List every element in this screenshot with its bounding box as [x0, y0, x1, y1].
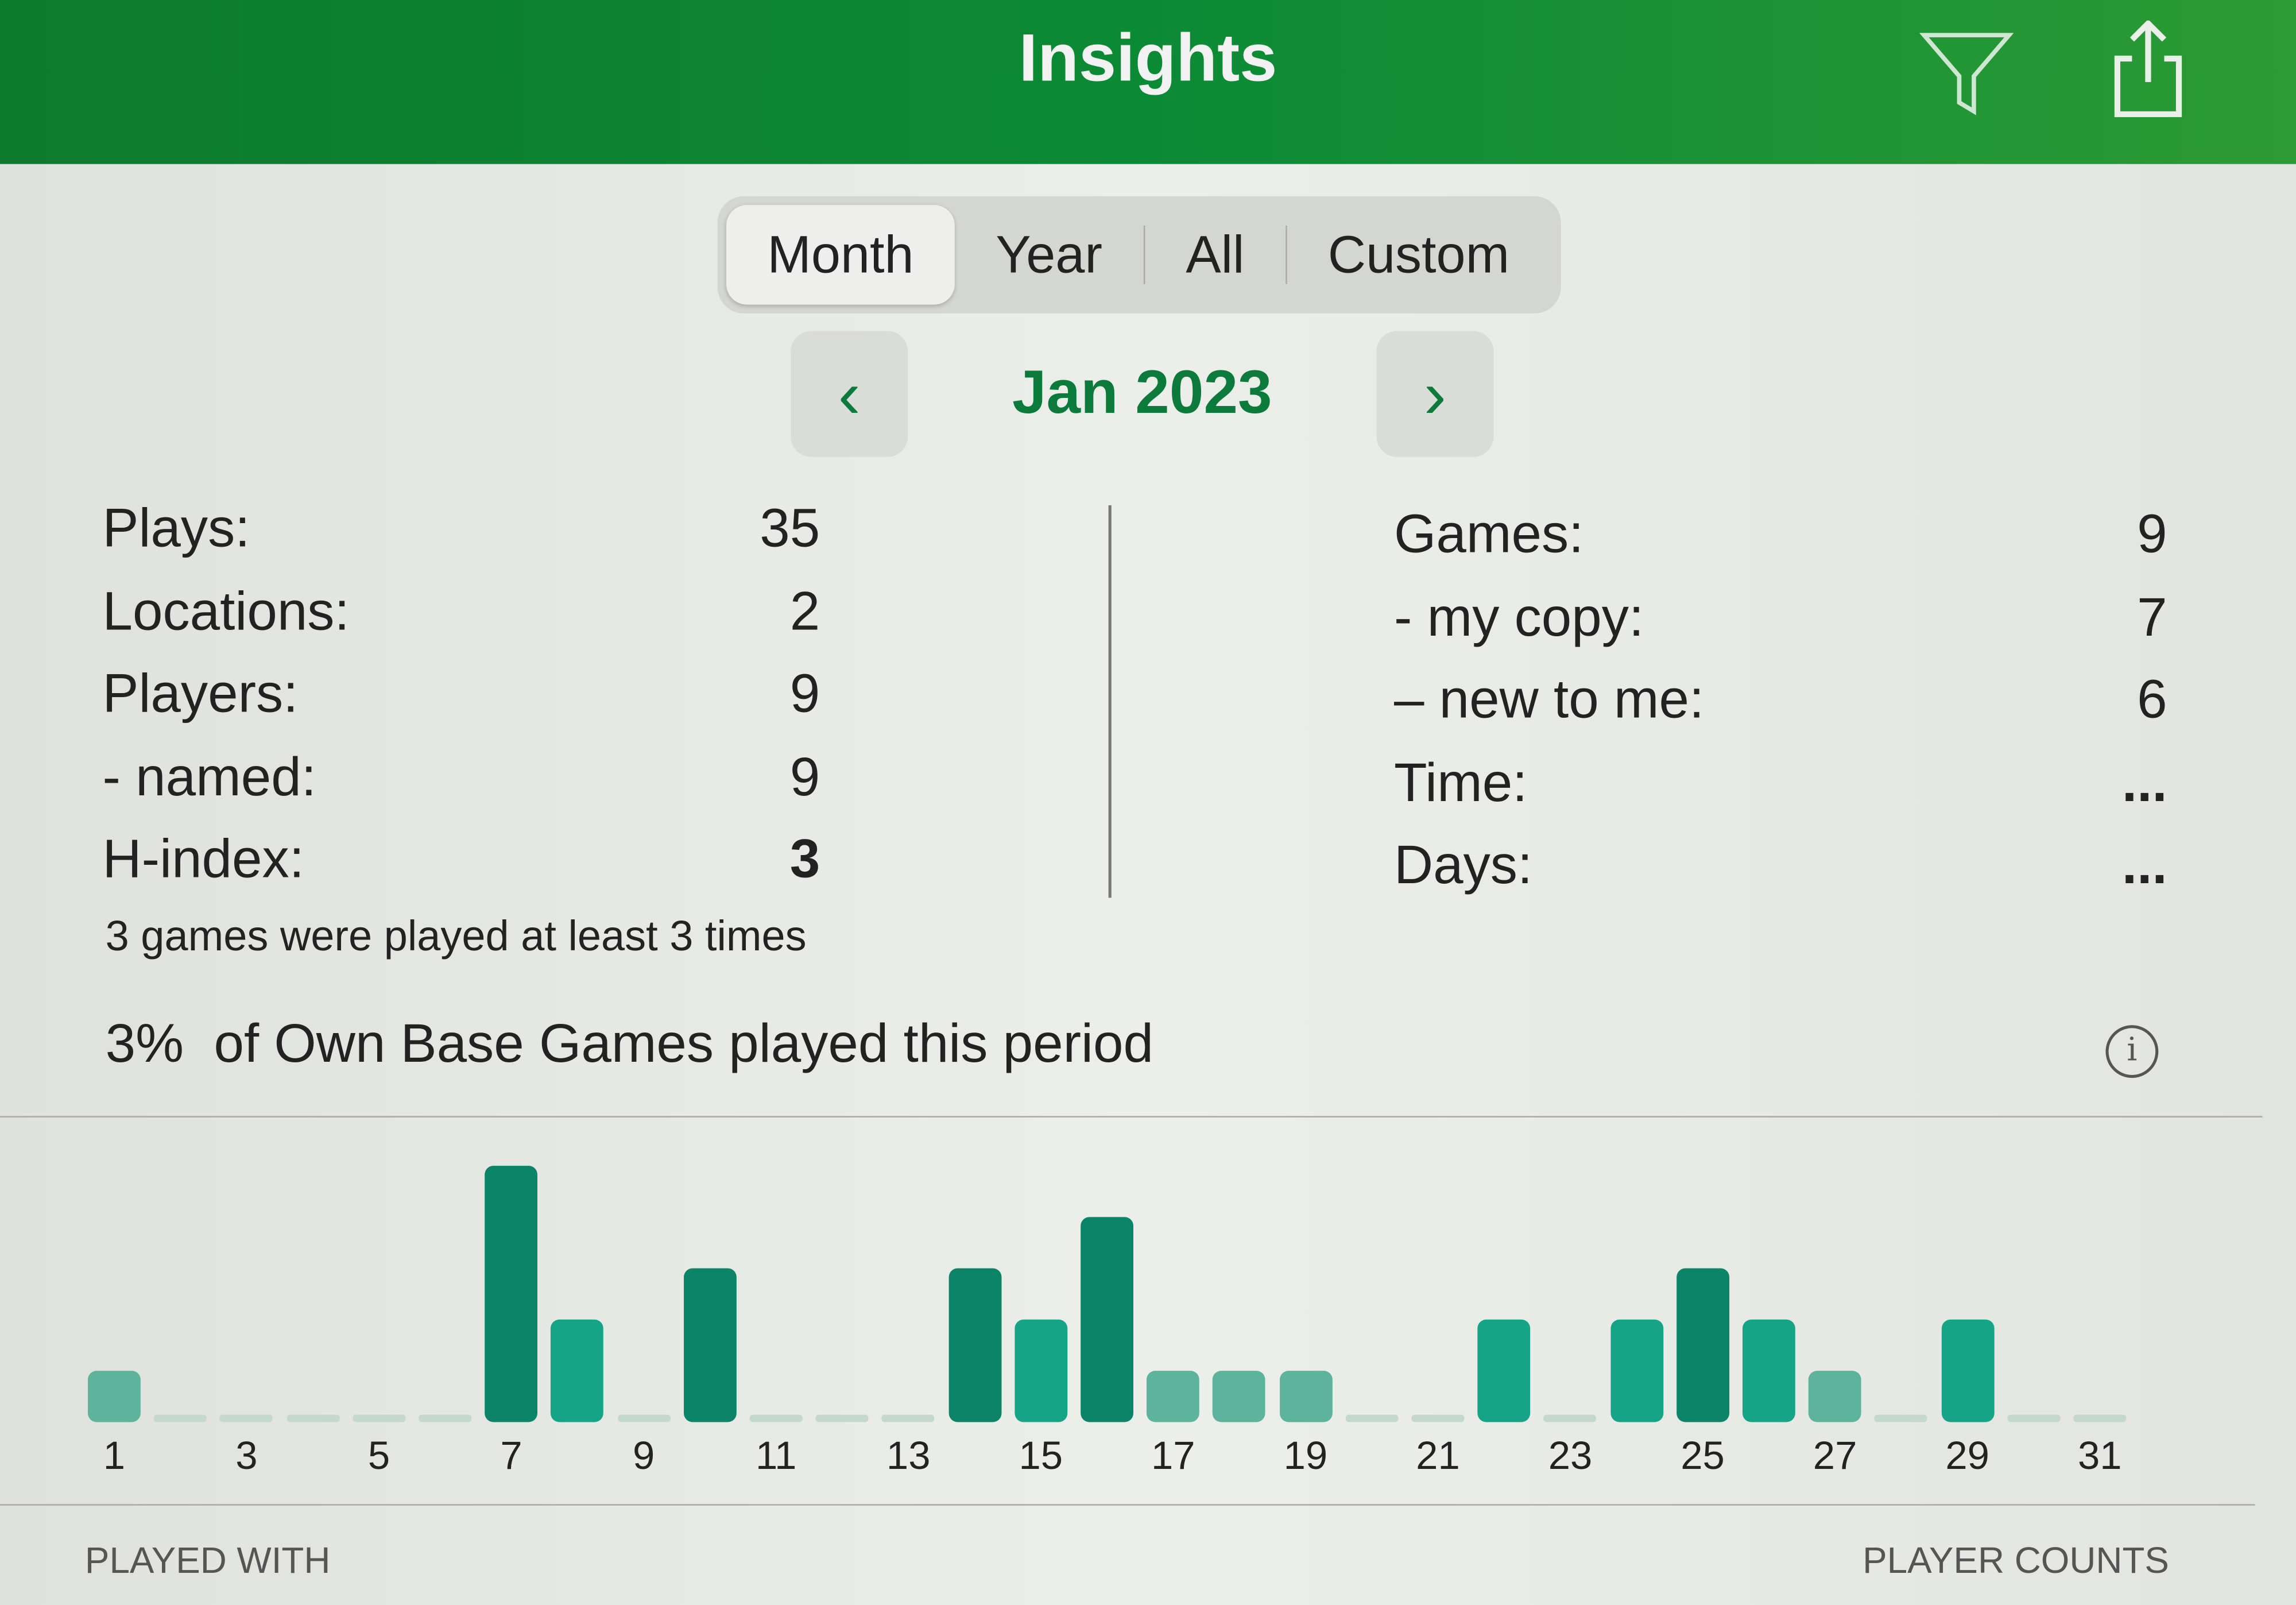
x-tick-label: 15	[1019, 1433, 1063, 1478]
x-tick-label: 29	[1945, 1433, 1989, 1478]
bar-day-8	[551, 1319, 604, 1422]
divider	[0, 1116, 2263, 1117]
stat-value: 9	[789, 663, 820, 724]
bar-day-18	[1213, 1371, 1266, 1422]
segment-custom[interactable]: Custom	[1327, 224, 1510, 284]
bar-day-16	[1081, 1217, 1134, 1422]
own-games-summary: 3% of Own Base Games played this period	[106, 1014, 1153, 1075]
x-tick-label: 19	[1283, 1433, 1328, 1478]
period-navigator: ‹ Jan 2023 ›	[791, 331, 1494, 457]
player-counts-header[interactable]: PLAYER COUNTS	[1863, 1541, 2169, 1582]
bar-day-11	[749, 1414, 803, 1422]
stat-label: Locations:	[102, 581, 350, 641]
stat-value: ...	[2121, 752, 2167, 813]
bar-day-19	[1279, 1371, 1332, 1422]
bar-day-24	[1610, 1319, 1663, 1422]
bar-day-9	[617, 1414, 671, 1422]
bar-day-22	[1477, 1319, 1531, 1422]
bar-day-3	[220, 1414, 273, 1422]
stat-label: – new to me:	[1393, 669, 1705, 730]
bar-day-27	[1809, 1371, 1862, 1422]
x-tick-label: 31	[2077, 1433, 2122, 1478]
bar-day-26	[1742, 1319, 1795, 1422]
period-label: Jan 2023	[1012, 357, 1272, 427]
x-tick-label: 5	[367, 1433, 390, 1478]
stat-value: 7	[2137, 586, 2167, 647]
x-tick-label: 25	[1681, 1433, 1725, 1478]
bar-day-12	[816, 1414, 869, 1422]
bar-day-31	[2073, 1414, 2127, 1422]
page-title: Insights	[1019, 19, 1277, 95]
nav-bar: Insights	[0, 0, 2296, 164]
segment-all[interactable]: All	[1186, 224, 1245, 284]
info-icon[interactable]: i	[2105, 1025, 2159, 1078]
x-tick-label: 11	[755, 1433, 797, 1478]
bar-day-13	[882, 1414, 935, 1422]
stat-value: 2	[789, 581, 820, 641]
bar-day-17	[1147, 1371, 1200, 1422]
stat-label: Games:	[1393, 504, 1584, 564]
x-tick-label: 17	[1151, 1433, 1195, 1478]
divider	[1285, 225, 1287, 284]
bar-day-25	[1676, 1268, 1729, 1422]
stat-label: Plays:	[102, 498, 250, 558]
bar-day-6	[419, 1414, 472, 1422]
period-segmented-control: Month Year All Custom	[717, 196, 1561, 314]
own-games-percent: 3%	[105, 1013, 184, 1074]
x-tick-label: 7	[500, 1433, 522, 1478]
previous-period-button[interactable]: ‹	[791, 331, 908, 457]
bar-day-21	[1411, 1414, 1465, 1422]
bar-day-23	[1544, 1414, 1597, 1422]
divider	[1143, 225, 1145, 284]
bar-day-29	[1941, 1319, 1994, 1422]
x-tick-label: 3	[235, 1433, 258, 1478]
plays-per-day-chart: 1 3 5 7 9 11 13 15 17 19 21 23 25 27 29 31	[0, 1120, 2296, 1501]
filter-icon[interactable]	[1915, 21, 2018, 123]
bar-day-20	[1345, 1414, 1399, 1422]
stat-value: 35	[760, 498, 820, 558]
bar-day-5	[353, 1414, 405, 1422]
x-tick-label: 9	[632, 1433, 655, 1478]
stat-label: Days:	[1393, 834, 1533, 895]
next-period-button[interactable]: ›	[1376, 331, 1494, 457]
bar-day-15	[1014, 1319, 1067, 1422]
stat-label: Players:	[102, 663, 299, 724]
x-tick-label: 27	[1813, 1433, 1857, 1478]
stat-value: 9	[2137, 504, 2167, 564]
own-games-text: of Own Base Games played this period	[214, 1013, 1153, 1074]
bar-day-1	[88, 1371, 141, 1422]
h-index-note: 3 games were played at least 3 times	[105, 914, 807, 961]
stat-label: Time:	[1393, 752, 1528, 813]
x-tick-label: 1	[103, 1433, 126, 1478]
stat-label: H-index:	[102, 829, 304, 889]
bar-day-28	[1875, 1414, 1928, 1422]
stat-label: - named:	[102, 746, 316, 806]
stat-value: 6	[2137, 669, 2167, 730]
bar-day-4	[286, 1414, 339, 1422]
stat-value: ...	[2121, 834, 2167, 895]
x-tick-label: 23	[1548, 1433, 1593, 1478]
stat-value: 9	[789, 746, 820, 806]
bar-day-30	[2007, 1414, 2060, 1422]
played-with-header[interactable]: PLAYED WITH	[84, 1541, 331, 1582]
x-tick-label: 21	[1416, 1433, 1460, 1478]
bar-day-7	[485, 1166, 538, 1422]
x-tick-label: 13	[886, 1433, 931, 1478]
divider	[0, 1504, 2255, 1506]
bar-day-2	[154, 1414, 207, 1422]
divider	[1108, 505, 1112, 898]
segment-month[interactable]: Month	[726, 205, 955, 305]
stat-value: 3	[789, 829, 820, 889]
bar-day-10	[683, 1268, 737, 1422]
share-icon[interactable]	[2097, 19, 2200, 123]
segment-year[interactable]: Year	[996, 224, 1102, 284]
bar-day-14	[948, 1268, 1001, 1422]
stat-label: - my copy:	[1393, 586, 1644, 647]
